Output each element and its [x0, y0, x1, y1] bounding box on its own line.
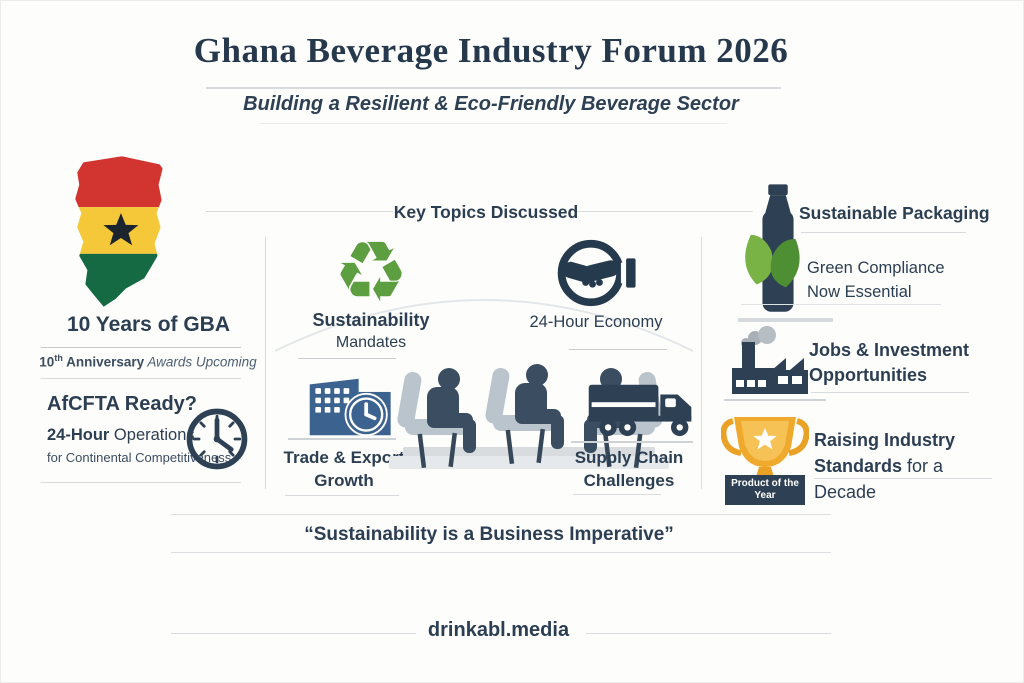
standards-word: Standards — [814, 456, 903, 476]
factory-icon — [732, 326, 808, 394]
footer-flank-line-left — [171, 633, 416, 634]
shelf-line — [724, 399, 826, 401]
anniversary-ordinal: th — [54, 353, 63, 363]
divider — [811, 392, 969, 393]
product-of-the-year-badge: Product of the Year — [725, 475, 805, 505]
recycle-icon: ♻ — [333, 225, 409, 319]
divider — [285, 495, 399, 496]
raising-line2: Standards for a Decade — [814, 453, 996, 505]
gba-anniversary-note: 10th Anniversary Awards Upcoming — [29, 353, 267, 370]
divider — [298, 358, 396, 359]
truck-icon — [588, 384, 692, 437]
heading-flank-line-left — [206, 211, 393, 212]
topic-24hour-economy: 24-Hour Economy — [529, 313, 663, 331]
anniversary-word: Anniversary — [62, 354, 145, 370]
brand-wordmark: drinkabl.media — [427, 619, 570, 641]
operations-rest: Operations — [109, 426, 195, 444]
raising-standards-title: Raising Industry Standards for a Decade — [814, 427, 996, 505]
shelf-line — [571, 441, 693, 443]
divider-quote-top — [171, 514, 831, 515]
panel-discussion-illustration — [389, 364, 669, 469]
closing-quote: “Sustainability is a Business Imperative… — [304, 524, 674, 545]
topic-trade-export-growth: Trade & Export Growth — [283, 448, 405, 490]
shelf-line — [288, 438, 396, 440]
divider-under-title — [206, 87, 781, 89]
page-subtitle: Building a Resilient & Eco-Friendly Beve… — [243, 93, 739, 115]
raising-line1: Raising Industry — [814, 430, 956, 450]
topic-supply-chain-challenges: Supply Chain Challenges — [574, 448, 684, 490]
jobs-investment-title: Jobs & Investment Opportunities — [809, 340, 970, 385]
vertical-divider-left — [265, 237, 266, 489]
page-title: Ghana Beverage Industry Forum 2026 — [193, 31, 789, 70]
competitiveness-line: for Continental Competitiveness — [47, 450, 232, 465]
trophy-icon — [721, 417, 809, 481]
divider — [573, 494, 661, 495]
footer-flank-line-right — [586, 633, 831, 634]
divider — [814, 478, 992, 479]
handshake-icon — [557, 239, 636, 307]
green-compliance-note: Green Compliance Now Essential — [807, 259, 945, 301]
divider-quote-bottom — [171, 552, 831, 553]
gba-years-heading: 10 Years of GBA — [66, 313, 231, 336]
ghana-map-icon — [75, 156, 163, 307]
leaf-left — [745, 234, 773, 285]
divider — [801, 232, 966, 233]
shelf-line — [738, 318, 833, 322]
anniversary-awards-note: Awards Upcoming — [144, 354, 257, 370]
heading-flank-line-right — [577, 211, 753, 212]
trade-building-icon — [309, 378, 391, 437]
afcfta-heading: AfCFTA Ready? — [47, 393, 197, 415]
operations-24hour: 24-Hour — [47, 426, 110, 444]
vertical-divider-right — [701, 237, 702, 489]
decade-words: for a Decade — [814, 456, 944, 502]
divider — [569, 349, 667, 350]
divider-under-subtitle — [259, 123, 727, 124]
key-topics-heading: Key Topics Discussed — [393, 202, 579, 222]
topic-subtitle: Mandates — [335, 334, 407, 351]
black-star-icon — [103, 213, 139, 246]
topic-title: Sustainability — [312, 310, 430, 330]
topic-sustainability-mandates: Sustainability Mandates — [296, 310, 446, 352]
clock-icon — [186, 408, 248, 470]
divider — [41, 378, 241, 379]
trophy-star — [753, 428, 777, 450]
divider — [741, 304, 941, 305]
operations-line: 24-Hour Operations — [47, 426, 195, 445]
leaf-right — [770, 238, 800, 288]
divider — [41, 482, 241, 483]
divider — [41, 347, 241, 348]
anniversary-number: 10 — [39, 354, 55, 370]
bottle-leaves-icon — [745, 184, 800, 312]
sustainable-packaging-title: Sustainable Packaging — [799, 203, 990, 223]
stage-arc-decoration — [274, 299, 694, 352]
